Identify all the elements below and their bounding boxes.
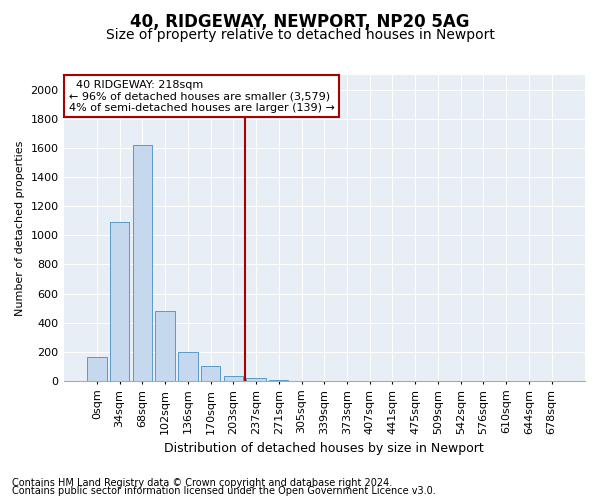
X-axis label: Distribution of detached houses by size in Newport: Distribution of detached houses by size … [164, 442, 484, 455]
Bar [247, 378, 266, 381]
Bar [87, 357, 107, 381]
Bar [155, 311, 175, 381]
Bar [269, 380, 289, 381]
Bar [133, 145, 152, 381]
Bar [201, 366, 220, 381]
Bar [178, 352, 197, 381]
Text: Size of property relative to detached houses in Newport: Size of property relative to detached ho… [106, 28, 494, 42]
Y-axis label: Number of detached properties: Number of detached properties [15, 140, 25, 316]
Text: 40, RIDGEWAY, NEWPORT, NP20 5AG: 40, RIDGEWAY, NEWPORT, NP20 5AG [130, 12, 470, 30]
Text: Contains HM Land Registry data © Crown copyright and database right 2024.: Contains HM Land Registry data © Crown c… [12, 478, 392, 488]
Text: 40 RIDGEWAY: 218sqm
← 96% of detached houses are smaller (3,579)
4% of semi-deta: 40 RIDGEWAY: 218sqm ← 96% of detached ho… [69, 80, 335, 113]
Bar [224, 376, 243, 381]
Text: Contains public sector information licensed under the Open Government Licence v3: Contains public sector information licen… [12, 486, 436, 496]
Bar [110, 222, 130, 381]
